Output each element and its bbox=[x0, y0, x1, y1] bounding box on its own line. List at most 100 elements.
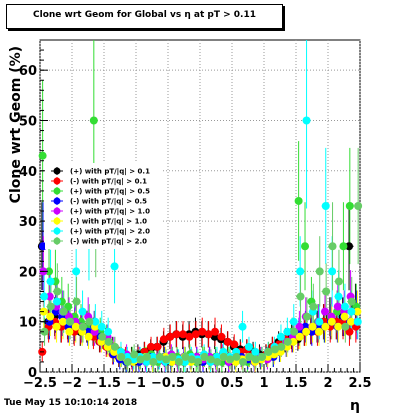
data-point bbox=[302, 116, 311, 125]
data-point bbox=[174, 357, 183, 366]
data-point bbox=[315, 317, 324, 326]
legend-marker bbox=[53, 197, 61, 205]
x-tick-label: −2.5 bbox=[23, 376, 57, 391]
data-point bbox=[162, 355, 171, 364]
data-point bbox=[296, 267, 305, 276]
y-tick-label: 50 bbox=[19, 114, 37, 129]
data-point bbox=[283, 327, 292, 336]
data-point bbox=[142, 352, 151, 361]
data-point bbox=[289, 317, 298, 326]
data-point bbox=[72, 297, 81, 306]
data-point bbox=[65, 327, 74, 336]
data-point bbox=[217, 332, 226, 341]
x-tick-label: 0 bbox=[195, 376, 204, 391]
data-point bbox=[159, 335, 168, 344]
data-point bbox=[226, 355, 235, 364]
data-point bbox=[232, 352, 241, 361]
y-axis-ticks: 0 10 20 30 40 50 60 bbox=[19, 39, 48, 381]
grid bbox=[39, 40, 361, 373]
data-point bbox=[347, 297, 356, 306]
data-point bbox=[345, 202, 354, 210]
legend-entry-label: (-) with pT/|q| > 2.0 bbox=[70, 238, 147, 247]
data-point bbox=[85, 317, 94, 326]
data-point bbox=[334, 292, 343, 301]
y-tick-label: 0 bbox=[28, 366, 37, 381]
x-tick-label: −2 bbox=[62, 376, 82, 391]
data-point bbox=[104, 337, 113, 346]
data-point bbox=[308, 322, 317, 331]
data-point bbox=[238, 357, 247, 366]
data-point bbox=[45, 292, 54, 301]
data-point bbox=[52, 322, 61, 331]
data-point bbox=[72, 267, 81, 276]
data-point bbox=[98, 332, 107, 341]
data-point bbox=[147, 342, 156, 351]
data-point bbox=[181, 352, 190, 361]
data-point bbox=[53, 287, 62, 296]
data-point bbox=[277, 342, 286, 351]
data-point bbox=[333, 302, 342, 311]
data-point bbox=[301, 242, 310, 251]
data-point bbox=[296, 292, 305, 301]
data-point bbox=[213, 357, 222, 366]
data-point bbox=[251, 347, 260, 356]
data-point bbox=[198, 327, 207, 336]
y-tick-label: 20 bbox=[19, 265, 37, 280]
data-point bbox=[206, 355, 215, 364]
data-point bbox=[40, 327, 49, 336]
legend-entry-label: (-) with pT/|q| > 1.0 bbox=[70, 218, 147, 227]
y-tick-label: 60 bbox=[19, 64, 37, 79]
x-tick-label: 2.5 bbox=[348, 376, 371, 391]
data-point bbox=[353, 317, 362, 326]
data-point bbox=[194, 357, 203, 366]
data-point bbox=[155, 352, 164, 361]
legend-marker bbox=[53, 217, 61, 225]
data-point bbox=[52, 297, 61, 306]
y-tick-label: 10 bbox=[19, 316, 37, 331]
data-point bbox=[295, 332, 304, 341]
data-point bbox=[251, 355, 260, 364]
data-point bbox=[97, 322, 106, 331]
data-point bbox=[71, 322, 80, 331]
timestamp: Tue May 15 10:10:14 2018 bbox=[4, 398, 138, 408]
data-point bbox=[289, 337, 298, 346]
y-tick-label: 40 bbox=[19, 165, 37, 180]
legend-entry-label: (-) with pT/|q| > 0.5 bbox=[70, 198, 147, 207]
legend: (+) with pT/|q| > 0.1(-) with pT/|q| > 0… bbox=[45, 163, 162, 249]
data-point bbox=[219, 352, 228, 361]
legend-entry-label: (+) with pT/|q| > 1.0 bbox=[70, 208, 150, 217]
data-point bbox=[59, 307, 68, 316]
data-point bbox=[334, 277, 343, 286]
data-point bbox=[46, 312, 55, 321]
x-axis-title: η bbox=[350, 398, 360, 414]
data-point bbox=[117, 352, 126, 361]
legend-marker bbox=[53, 237, 61, 245]
data-point bbox=[185, 332, 194, 341]
x-tick-label: 1.5 bbox=[284, 376, 307, 391]
x-tick-label: 2 bbox=[323, 376, 332, 391]
data-point bbox=[321, 202, 330, 210]
data-point bbox=[58, 317, 67, 326]
legend-entry-label: (+) with pT/|q| > 2.0 bbox=[70, 228, 150, 237]
data-point bbox=[295, 322, 304, 331]
data-point bbox=[322, 287, 331, 296]
data-point bbox=[230, 340, 239, 349]
data-point bbox=[89, 116, 98, 125]
data-point bbox=[168, 352, 177, 361]
x-axis-ticks: −2.5 −2 −1.5 −1 −0.5 0 0.5 1 1.5 2 2.5 bbox=[23, 364, 372, 391]
data-point bbox=[327, 317, 336, 326]
legend-marker bbox=[53, 177, 61, 185]
data-point bbox=[110, 342, 119, 351]
data-point bbox=[353, 307, 362, 316]
data-point bbox=[153, 342, 162, 351]
data-point bbox=[136, 355, 145, 364]
x-tick-label: −1.5 bbox=[87, 376, 121, 391]
data-point bbox=[104, 327, 113, 336]
data-point bbox=[204, 330, 213, 339]
x-tick-label: 1 bbox=[259, 376, 268, 391]
y-tick-label: 30 bbox=[19, 215, 37, 230]
data-point bbox=[84, 332, 93, 341]
data-point bbox=[78, 322, 87, 331]
data-point bbox=[40, 292, 49, 301]
y-axis-title: Clone wrt Geom (%) bbox=[8, 46, 24, 203]
